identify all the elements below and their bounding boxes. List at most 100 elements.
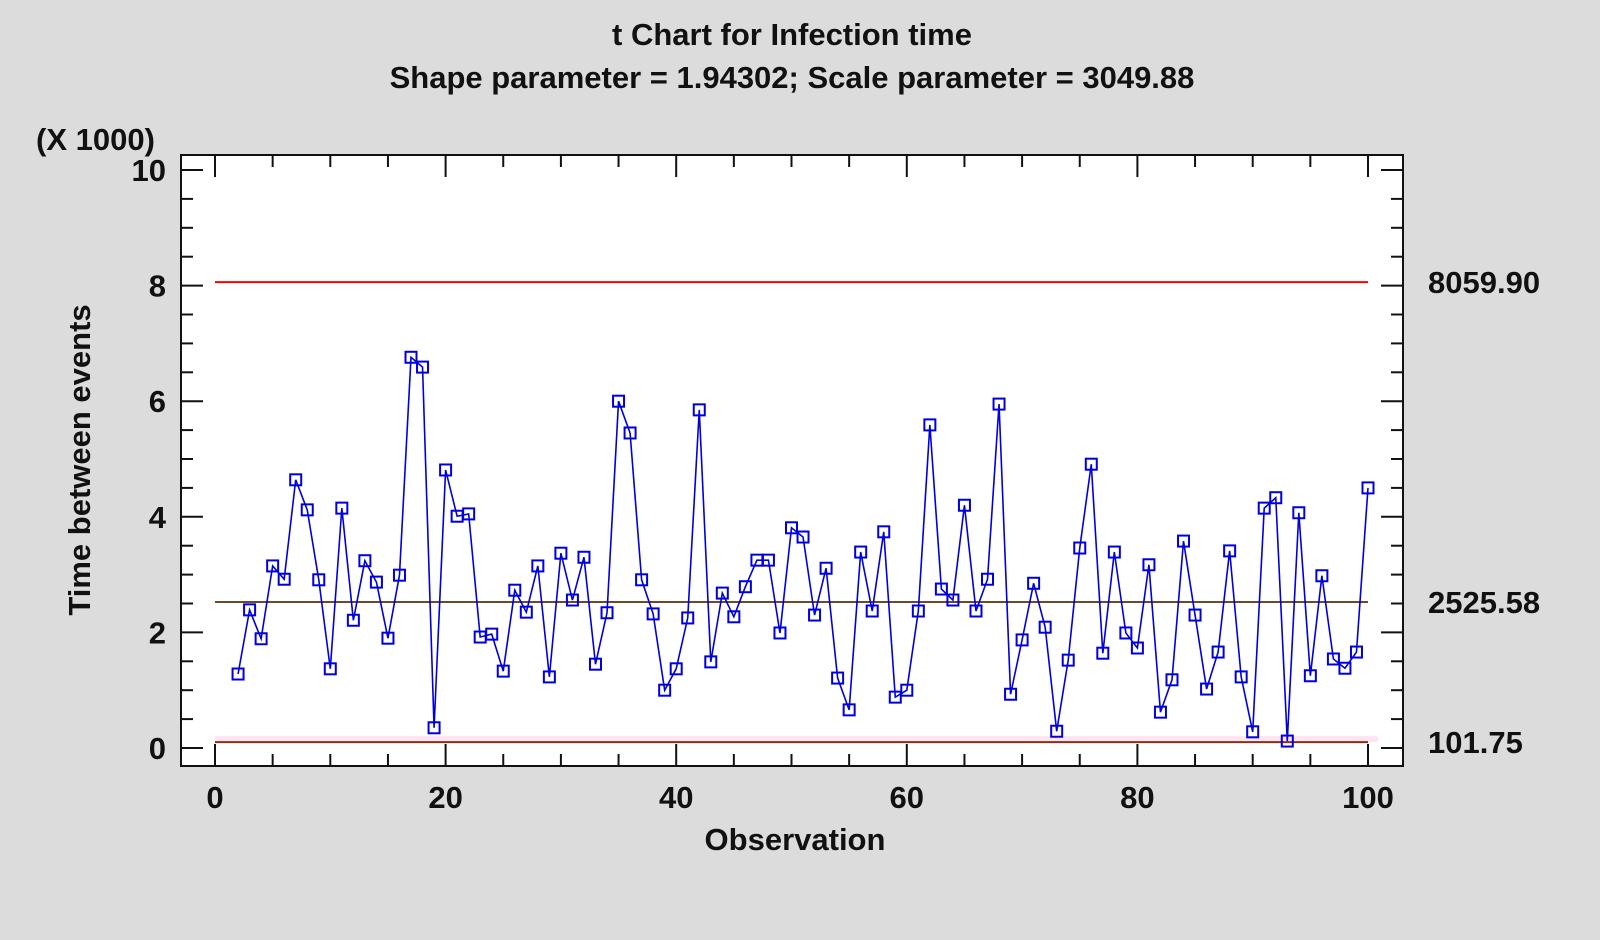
x-tick-label: 40 xyxy=(659,780,693,815)
data-point xyxy=(865,604,879,618)
data-point xyxy=(842,703,856,717)
data-point xyxy=(727,610,741,624)
data-point xyxy=(669,662,683,676)
y-axis-label: Time between events xyxy=(62,304,97,615)
data-point xyxy=(600,606,614,620)
data-point xyxy=(854,545,868,559)
data-point xyxy=(773,626,787,640)
data-point xyxy=(519,605,533,619)
data-point xyxy=(346,613,360,627)
data-point xyxy=(231,667,245,681)
data-point xyxy=(323,662,337,676)
plot-frame xyxy=(180,154,1404,767)
x-tick-label: 80 xyxy=(1120,780,1154,815)
data-point xyxy=(1153,705,1167,719)
x-axis-label: Observation xyxy=(705,822,886,857)
data-point xyxy=(1004,687,1018,701)
data-point xyxy=(1326,652,1340,666)
ucl-label: 8059.90 xyxy=(1428,265,1540,300)
data-point xyxy=(1038,620,1052,634)
data-point xyxy=(335,501,349,515)
lcl-label: 101.75 xyxy=(1428,725,1523,760)
data-point xyxy=(1015,633,1029,647)
data-point xyxy=(1269,491,1283,505)
data-point xyxy=(1303,669,1317,683)
data-point xyxy=(1280,734,1294,748)
y-tick-label: 6 xyxy=(149,384,166,419)
data-point xyxy=(1061,653,1075,667)
data-point xyxy=(1107,545,1121,559)
data-point xyxy=(796,530,810,544)
data-point xyxy=(508,583,522,597)
data-point xyxy=(243,603,257,617)
x-tick-label: 20 xyxy=(428,780,462,815)
data-point xyxy=(369,575,383,589)
x-tick-label: 60 xyxy=(890,780,924,815)
data-point xyxy=(381,631,395,645)
chart-subtitle: Shape parameter = 1.94302; Scale paramet… xyxy=(389,60,1195,95)
data-point xyxy=(1211,645,1225,659)
data-point xyxy=(300,503,314,517)
data-point xyxy=(542,670,556,684)
y-tick-label: 2 xyxy=(149,615,166,650)
x-tick-label: 100 xyxy=(1342,780,1394,815)
data-point xyxy=(957,498,971,512)
data-point xyxy=(1027,576,1041,590)
data-point xyxy=(704,655,718,669)
data-point xyxy=(266,559,280,573)
data-point xyxy=(969,604,983,618)
data-point xyxy=(911,604,925,618)
data-point xyxy=(1223,544,1237,558)
data-point xyxy=(277,572,291,586)
data-point xyxy=(1349,645,1363,659)
data-point xyxy=(1073,541,1087,555)
data-point xyxy=(785,521,798,535)
data-point xyxy=(1292,506,1306,520)
data-point xyxy=(427,721,441,735)
data-point xyxy=(462,507,476,521)
data-point xyxy=(992,397,1006,411)
data-point xyxy=(900,683,914,697)
data-point xyxy=(485,627,499,641)
y-tick-label: 8 xyxy=(149,269,166,304)
data-point xyxy=(1165,673,1179,687)
center-label: 2525.58 xyxy=(1428,585,1540,620)
data-point xyxy=(888,690,902,704)
data-point xyxy=(877,525,891,539)
data-point xyxy=(923,418,937,432)
data-point xyxy=(1338,661,1352,675)
data-point xyxy=(946,593,960,607)
data-point xyxy=(761,553,775,567)
data-point xyxy=(554,546,568,560)
data-point xyxy=(612,394,626,408)
data-point xyxy=(531,559,545,573)
data-point xyxy=(623,426,637,440)
data-point xyxy=(981,572,995,586)
y-tick-label: 4 xyxy=(149,500,167,535)
y-multiplier-label: (X 1000) xyxy=(36,122,155,157)
data-point xyxy=(934,582,948,596)
data-point xyxy=(392,568,406,582)
data-point xyxy=(1050,724,1064,738)
data-point xyxy=(808,608,822,622)
x-tick-label: 0 xyxy=(206,780,223,815)
data-point xyxy=(1200,682,1214,696)
data-point xyxy=(1234,670,1248,684)
data-point xyxy=(1130,641,1144,655)
data-point xyxy=(358,554,372,568)
data-point xyxy=(1119,626,1133,640)
series-line xyxy=(237,355,1369,742)
data-point xyxy=(658,683,672,697)
data-point xyxy=(1188,608,1202,622)
chart-title: t Chart for Infection time xyxy=(612,17,972,52)
data-point xyxy=(738,580,752,594)
data-point xyxy=(439,463,453,477)
data-point xyxy=(635,573,649,587)
data-point xyxy=(819,561,833,575)
data-point xyxy=(588,657,602,671)
data-point xyxy=(1142,558,1156,572)
data-point xyxy=(831,671,845,685)
y-tick-label: 10 xyxy=(132,153,166,188)
